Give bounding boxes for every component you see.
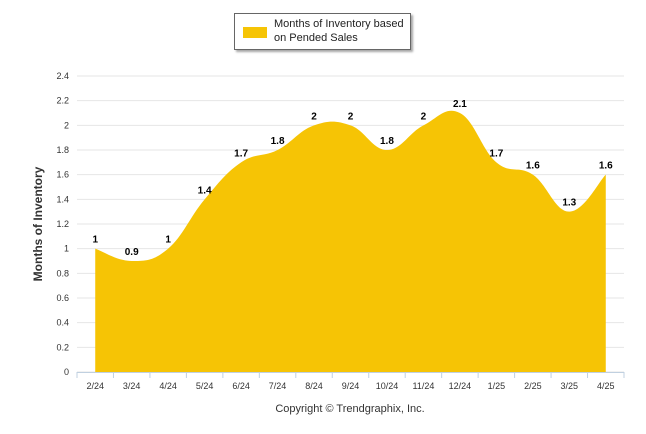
x-tick-label: 7/24 <box>269 381 287 391</box>
data-label: 2 <box>421 111 427 122</box>
copyright-text: Copyright © Trendgraphix, Inc. <box>275 403 425 415</box>
x-tick-label: 3/25 <box>561 381 579 391</box>
y-tick-label: 0.6 <box>56 293 69 303</box>
series-area <box>95 110 606 372</box>
y-tick-label: 1.2 <box>56 219 69 229</box>
data-label: 1 <box>165 235 171 246</box>
x-tick-label: 2/25 <box>524 381 542 391</box>
data-label: 1.7 <box>489 148 503 159</box>
x-tick-label: 1/25 <box>488 381 506 391</box>
y-tick-label: 2.2 <box>56 96 69 106</box>
data-label: 1.4 <box>198 185 212 196</box>
legend-swatch <box>243 27 267 38</box>
y-axis-title: Months of Inventory <box>31 166 45 281</box>
data-label: 1.6 <box>526 161 540 172</box>
x-tick-label: 11/24 <box>413 381 435 391</box>
data-label: 1.7 <box>234 148 248 159</box>
x-tick-label: 8/24 <box>305 381 323 391</box>
x-tick-label: 12/24 <box>449 381 472 391</box>
x-tick-label: 4/24 <box>159 381 177 391</box>
legend: Months of Inventory based on Pended Sale… <box>234 13 411 50</box>
y-tick-label: 2 <box>64 120 69 130</box>
x-tick-label: 9/24 <box>342 381 360 391</box>
y-tick-label: 1.6 <box>56 170 69 180</box>
data-label: 2 <box>311 111 317 122</box>
y-tick-label: 1.4 <box>56 194 69 204</box>
data-label: 1.6 <box>599 161 613 172</box>
x-tick-label: 10/24 <box>376 381 399 391</box>
y-tick-label: 1 <box>64 244 69 254</box>
data-label: 1.3 <box>562 198 576 209</box>
x-tick-label: 5/24 <box>196 381 214 391</box>
data-label: 1 <box>92 235 98 246</box>
y-tick-label: 0.8 <box>56 268 69 278</box>
y-tick-label: 2.4 <box>56 71 69 81</box>
data-label: 2 <box>348 111 354 122</box>
x-tick-label: 2/24 <box>86 381 104 391</box>
y-tick-label: 0.2 <box>56 342 69 352</box>
x-tick-label: 6/24 <box>232 381 250 391</box>
x-tick-label: 4/25 <box>597 381 615 391</box>
y-tick-label: 0 <box>64 367 69 377</box>
y-tick-label: 1.8 <box>56 145 69 155</box>
legend-label: Months of Inventory based on Pended Sale… <box>274 18 404 44</box>
y-tick-label: 0.4 <box>56 318 69 328</box>
data-label: 2.1 <box>453 99 467 110</box>
data-label: 1.8 <box>271 136 285 147</box>
data-label: 1.8 <box>380 136 394 147</box>
data-label: 0.9 <box>125 247 139 258</box>
x-tick-label: 3/24 <box>123 381 141 391</box>
